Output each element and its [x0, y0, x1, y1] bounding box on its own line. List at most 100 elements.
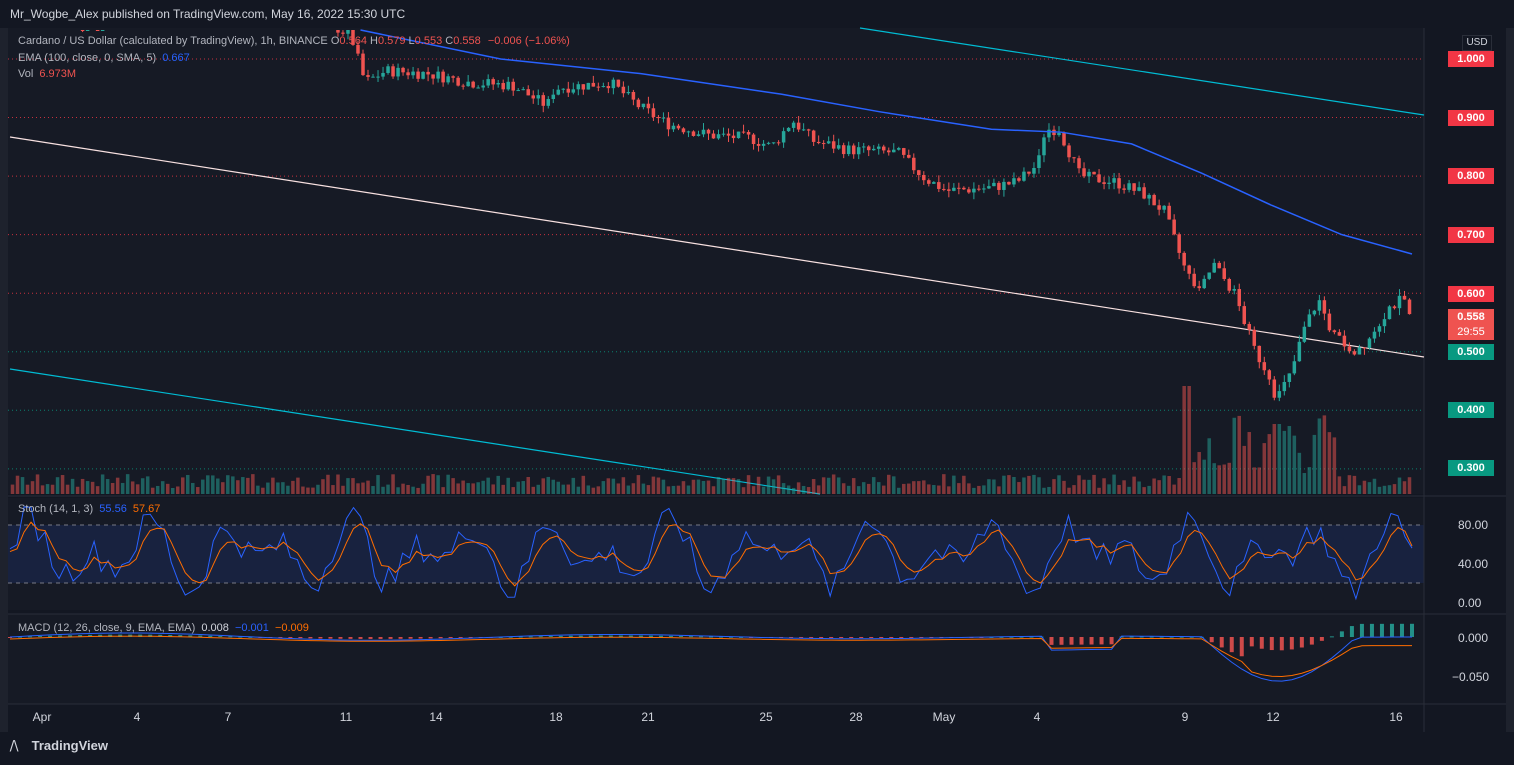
macd-hist-bar	[308, 637, 313, 639]
volume-bar	[776, 475, 781, 494]
volume-bar	[1262, 443, 1267, 494]
macd-hist-bar	[1159, 636, 1164, 638]
candle-body	[526, 89, 530, 96]
volume-bar	[766, 476, 771, 494]
stoch-legend[interactable]: Stoch (14, 1, 3) 55.56 57.67	[18, 503, 160, 515]
volume-bar	[1362, 480, 1367, 494]
candle-body	[1062, 132, 1066, 146]
candle-body	[711, 133, 716, 139]
candle-body	[952, 187, 956, 191]
time-axis-label: May	[933, 710, 956, 724]
volume-bar	[105, 479, 110, 494]
candle-body	[1387, 306, 1392, 320]
candle-body	[1007, 181, 1011, 185]
macd-hist-bar	[719, 636, 724, 638]
candle-body	[1182, 252, 1186, 266]
volume-bar	[196, 487, 200, 494]
candle-body	[451, 76, 455, 78]
volume-bar	[246, 477, 250, 494]
macd-hist-bar	[999, 636, 1004, 638]
candle-body	[376, 76, 380, 78]
volume-bar	[516, 481, 520, 494]
volume-bar	[10, 484, 15, 494]
candle-body	[992, 182, 996, 187]
volume-bar	[897, 487, 901, 494]
tradingview-logo[interactable]: ⧸⧹ TradingView	[10, 738, 108, 754]
symbol-name: Cardano / US Dollar (calculated by Tradi…	[18, 35, 328, 47]
candle-body	[446, 76, 450, 83]
candle-body	[666, 117, 671, 130]
stoch-k-value: 55.56	[99, 503, 127, 515]
volume-bar	[1372, 478, 1377, 494]
candle-body	[336, 30, 340, 33]
volume-bar	[1057, 475, 1061, 494]
vol-legend[interactable]: Vol 6.973M	[18, 68, 76, 80]
volume-bar	[476, 482, 480, 494]
volume-bar	[806, 487, 811, 494]
macd-hist-bar	[1259, 637, 1264, 649]
candle-body	[1282, 381, 1287, 392]
volume-bar	[526, 476, 530, 494]
macd-hist-bar	[839, 637, 844, 639]
macd-hist-bar	[809, 637, 814, 638]
volume-bar	[421, 483, 425, 494]
volume-bar	[1337, 476, 1342, 494]
macd-hist-bar	[8, 637, 12, 638]
candle-body	[856, 147, 861, 155]
macd-hist-bar	[1410, 623, 1414, 637]
candle-body	[997, 182, 1001, 190]
macd-hist-bar	[208, 635, 213, 637]
currency-label[interactable]: USD	[1462, 35, 1492, 51]
price-tag-0900: 0.900	[1448, 110, 1494, 126]
macd-hist-value: 0.008	[201, 622, 229, 634]
stoch-pane[interactable]	[8, 498, 1424, 610]
candle-body	[386, 66, 390, 73]
volume-bar	[1242, 445, 1247, 494]
macd-hist-bar	[1269, 637, 1274, 651]
volume-bar	[25, 484, 30, 494]
publisher-text: Mr_Wogbe_Alex published on TradingView.c…	[10, 7, 406, 21]
volume-bar	[456, 483, 460, 494]
symbol-legend[interactable]: Cardano / US Dollar (calculated by Tradi…	[18, 35, 570, 47]
volume-bar	[145, 476, 150, 494]
macd-hist-bar	[1359, 623, 1364, 637]
candle-body	[1137, 187, 1141, 191]
candle-body	[1377, 326, 1382, 332]
candle-body	[1187, 265, 1191, 274]
candle-body	[1192, 273, 1196, 287]
candle-body	[1262, 362, 1267, 371]
macd-legend[interactable]: MACD (12, 26, close, 9, EMA, EMA) 0.008 …	[18, 622, 309, 634]
volume-bar	[1297, 452, 1302, 494]
volume-bar	[1042, 487, 1046, 494]
volume-bar	[316, 484, 320, 494]
volume-bar	[987, 479, 991, 494]
macd-hist-bar	[1319, 637, 1324, 641]
macd-pane[interactable]	[8, 614, 1424, 704]
candle-body	[1267, 370, 1272, 380]
candle-body	[636, 99, 641, 108]
ema-legend[interactable]: EMA (100, close, 0, SMA, 5) 0.667	[18, 52, 190, 64]
volume-bar	[236, 480, 240, 494]
candle-body	[646, 103, 651, 109]
candle-body	[626, 91, 631, 94]
macd-hist-bar	[1369, 623, 1374, 637]
chart-area[interactable]	[8, 28, 1506, 732]
candle-body	[1022, 171, 1026, 181]
candle-body	[1342, 335, 1347, 347]
volume-bar	[917, 481, 921, 494]
volume-bar	[1387, 485, 1392, 494]
candle-body	[1277, 391, 1282, 398]
volume-bar	[922, 480, 926, 494]
countdown-tag: 29:55	[1448, 324, 1494, 340]
price-tag-0700: 0.700	[1448, 227, 1494, 243]
candle-body	[1272, 379, 1277, 398]
candle-body	[1072, 157, 1076, 159]
tradingview-logo-text: TradingView	[31, 738, 108, 753]
volume-bar	[801, 485, 806, 494]
volume-bar	[1282, 430, 1287, 494]
macd-hist-bar	[1059, 637, 1064, 645]
volume-bar	[1137, 481, 1141, 494]
macd-signal-line	[9, 635, 1413, 678]
macd-hist-bar	[198, 635, 203, 637]
